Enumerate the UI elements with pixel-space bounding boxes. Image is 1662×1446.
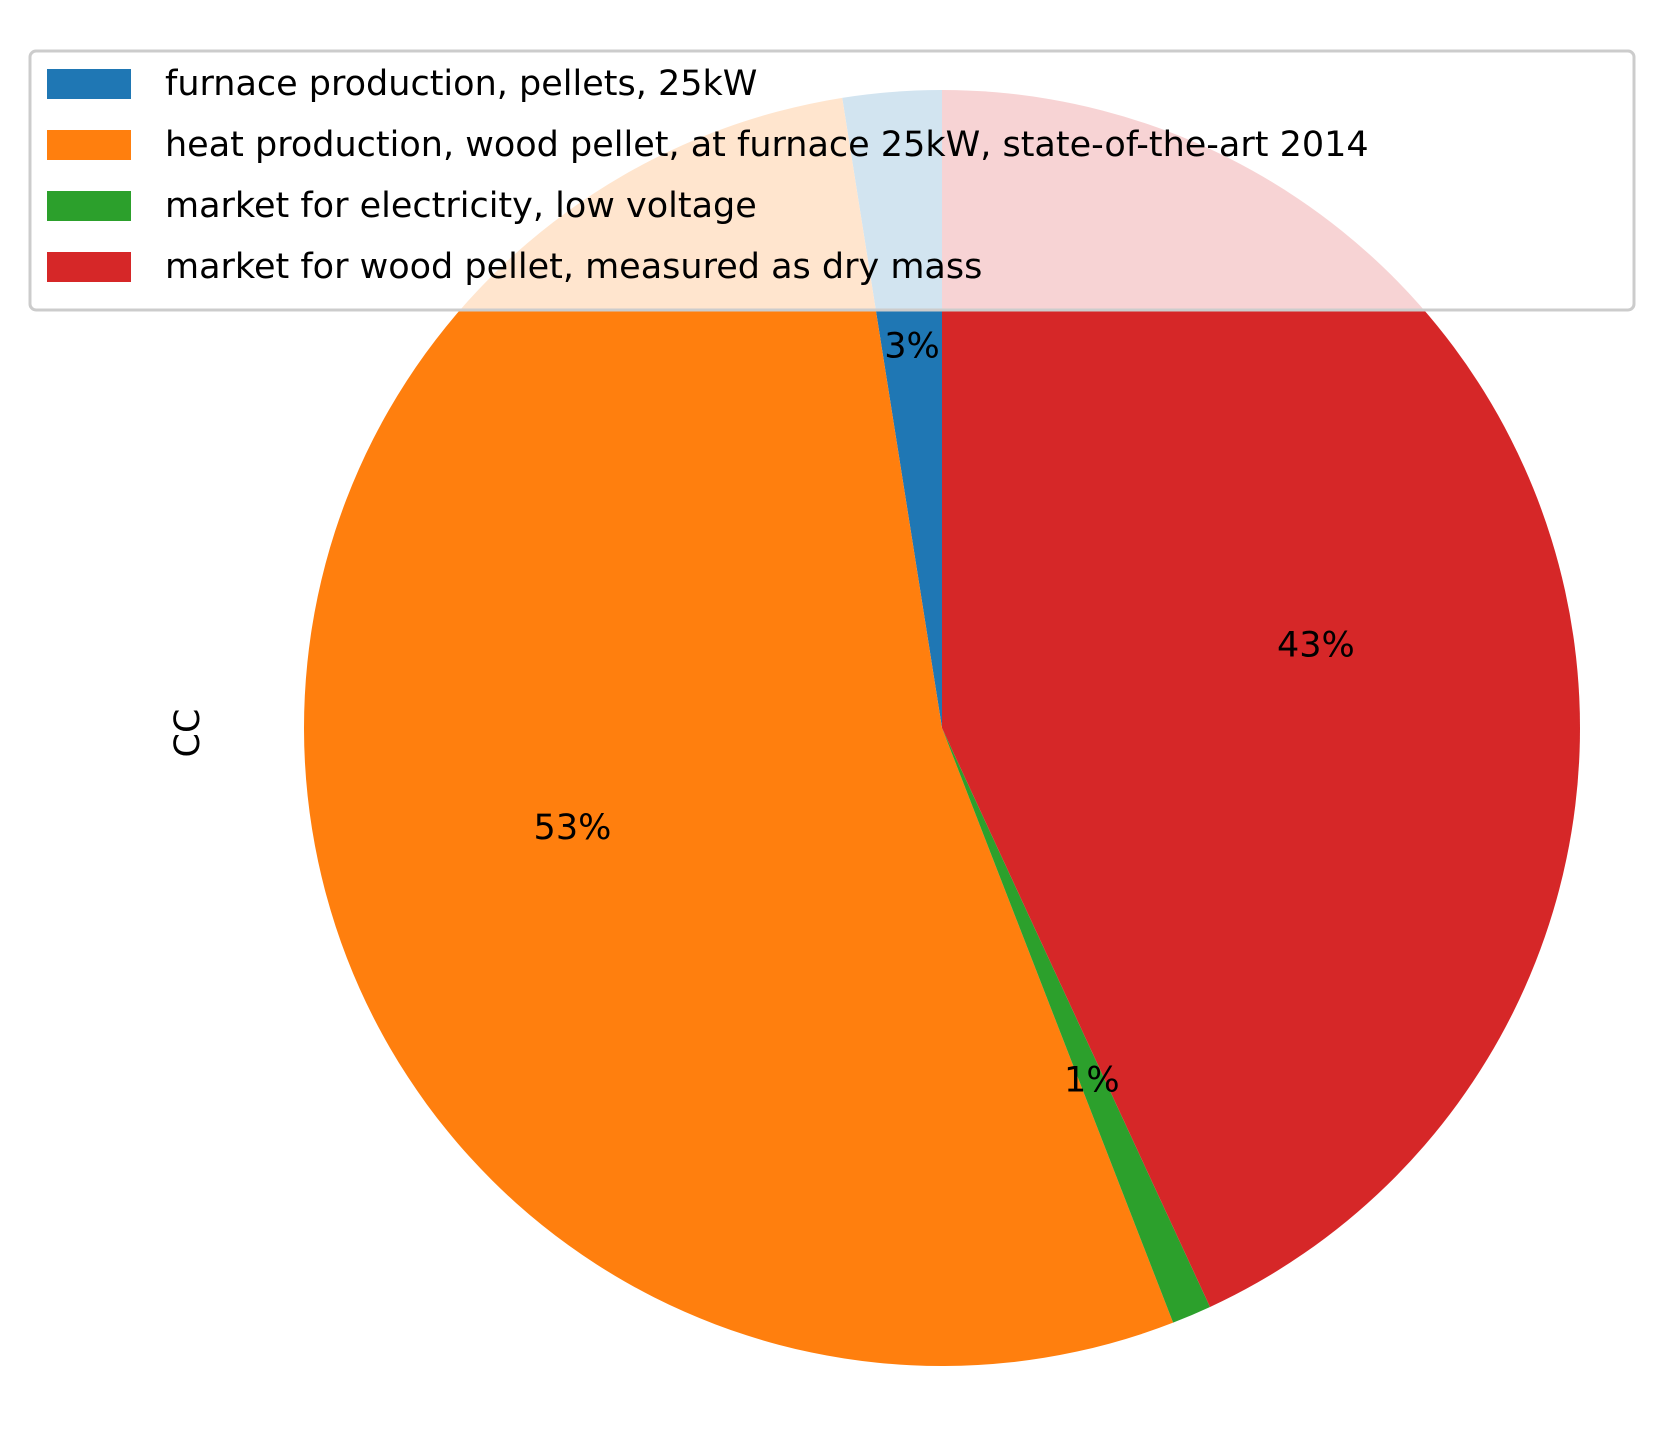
legend-frame	[28, 49, 1636, 312]
legend-label-heat-production-wood-pellet-at-furnace-25kw-state-of-the-art-2014: heat production, wood pellet, at furnace…	[165, 125, 1369, 165]
percent-label-furnace-production-pellets-25kw: 3%	[884, 326, 940, 366]
pie-slice-market-for-electricity-low-voltage	[942, 728, 1211, 1323]
legend-swatch-market-for-electricity-low-voltage	[47, 191, 131, 221]
legend-swatch-furnace-production-pellets-25kw	[47, 69, 131, 99]
pie-slice-heat-production-wood-pellet-at-furnace-25kw-state-of-the-art-2014	[303, 97, 1174, 1367]
pie-slices	[303, 90, 1581, 1367]
percent-label-market-for-wood-pellet-measured-as-dry-mass: 43%	[1277, 626, 1355, 666]
percent-labels: 3% 53% 1% 43%	[534, 326, 1355, 1100]
legend-swatch-heat-production-wood-pellet-at-furnace-25kw-state-of-the-art-2014	[47, 130, 131, 160]
legend-label-market-for-electricity-low-voltage: market for electricity, low voltage	[165, 186, 757, 226]
legend-swatch-market-for-wood-pellet-measured-as-dry-mass	[47, 252, 131, 282]
legend-label-furnace-production-pellets-25kw: furnace production, pellets, 25kW	[165, 64, 757, 104]
percent-label-market-for-electricity-low-voltage: 1%	[1064, 1060, 1120, 1100]
legend-items: furnace production, pellets, 25kW heat pr…	[47, 64, 1369, 287]
percent-label-heat-production-wood-pellet-at-furnace-25kw-state-of-the-art-2014: 53%	[534, 808, 612, 848]
pie-slice-market-for-wood-pellet-measured-as-dry-mass	[942, 90, 1581, 1307]
legend-label-market-for-wood-pellet-measured-as-dry-mass: market for wood pellet, measured as dry …	[165, 247, 982, 287]
legend: furnace production, pellets, 25kW heat pr…	[28, 49, 1636, 312]
y-axis-label: CC	[168, 709, 208, 758]
